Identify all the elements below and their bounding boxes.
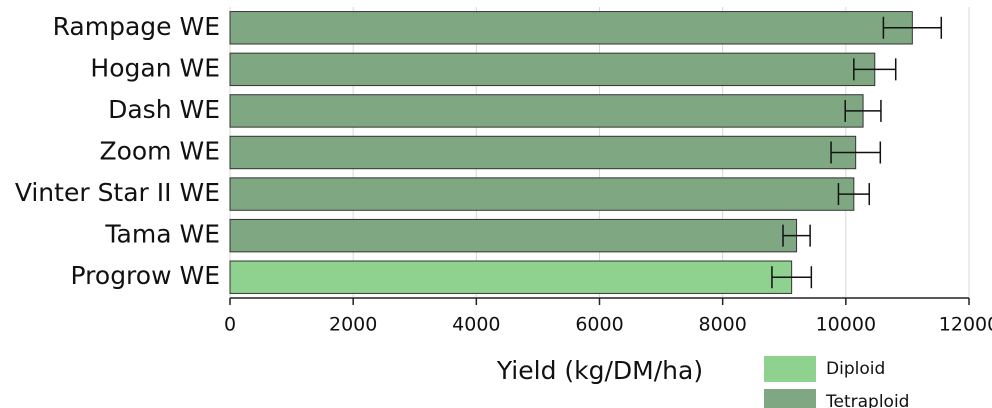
x-tick-label: 12000: [939, 314, 992, 336]
y-tick-label: Vinter Star II WE: [15, 178, 220, 207]
y-tick-label: Zoom WE: [99, 137, 220, 166]
x-tick-label: 0: [224, 314, 236, 336]
x-axis-label: Yield (kg/DM/ha): [496, 356, 703, 385]
x-tick-label: 10000: [816, 314, 876, 336]
bar: [229, 135, 857, 170]
legend-swatch: [764, 356, 816, 382]
x-tick-label: 8000: [698, 314, 746, 336]
bar: [229, 11, 913, 45]
y-tick-label: Progrow WE: [71, 261, 220, 290]
bar: [229, 260, 793, 294]
legend-label: Tetraploid: [825, 392, 909, 408]
x-tick-label: 6000: [575, 314, 623, 336]
bar: [229, 218, 798, 253]
y-tick-label: Tama WE: [104, 220, 220, 249]
bar: [229, 177, 855, 211]
x-tick-label: 4000: [452, 314, 500, 336]
bar: [229, 52, 876, 87]
legend-swatch: [764, 389, 816, 408]
y-tick-label: Hogan WE: [90, 53, 220, 82]
legend-label: Diploid: [826, 359, 885, 379]
y-tick-label: Rampage WE: [53, 12, 220, 41]
x-tick-label: 2000: [329, 314, 377, 336]
bar: [229, 94, 864, 128]
y-tick-label: Dash WE: [108, 95, 220, 124]
